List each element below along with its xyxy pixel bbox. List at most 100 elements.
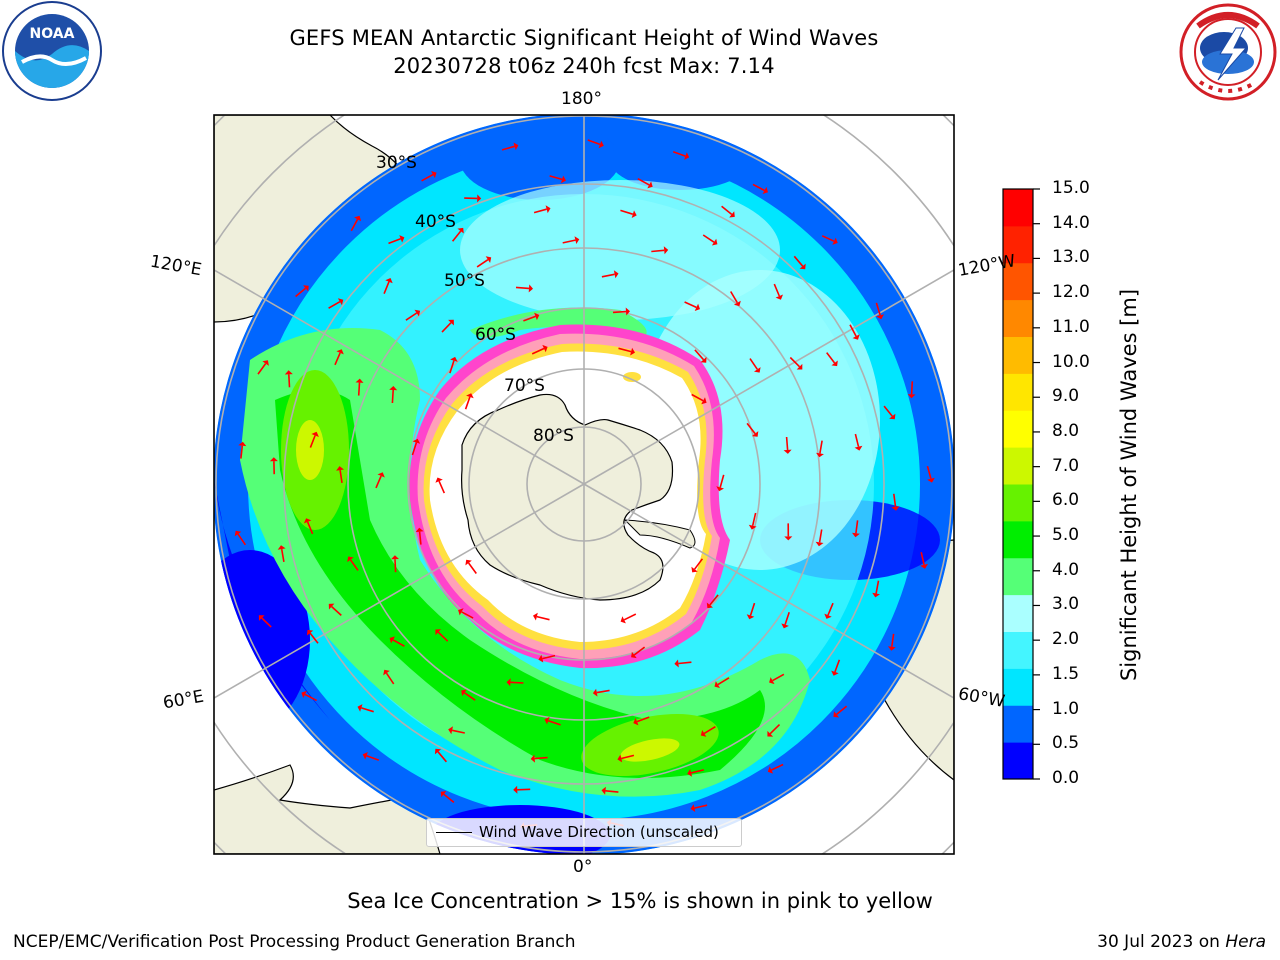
lat-label-50: 50°S — [444, 271, 485, 291]
run-host: Hera — [1225, 932, 1266, 952]
chart-title: GEFS MEAN Antarctic Significant Height o… — [289, 26, 879, 50]
wave-arrow-shaft — [461, 611, 474, 619]
wave-arrow-shaft — [295, 287, 307, 298]
wave-arrow-shaft — [709, 594, 719, 606]
wave-arrow-shaft — [334, 352, 341, 366]
colorbar-tick-label: 10.0 — [1052, 351, 1090, 372]
wave-arrow-head — [889, 413, 896, 420]
wave-arrow-head — [767, 730, 774, 737]
wave-arrow-head — [389, 636, 395, 644]
lat-label-80: 80°S — [533, 426, 574, 446]
wave-arrow-head — [625, 307, 630, 316]
wave-arrow-shaft — [694, 804, 708, 809]
wave-arrow-head — [872, 592, 880, 598]
wave-arrow-shaft — [746, 422, 756, 435]
wave-arrow-head — [434, 748, 442, 755]
wave-arrow-shaft — [510, 681, 524, 684]
wave-arrow-head — [440, 791, 447, 798]
wave-arrow-shaft — [910, 381, 914, 395]
wave-arrow-shaft — [702, 234, 715, 243]
wave-arrow-shaft — [623, 613, 637, 621]
wave-arrow-head — [391, 555, 399, 560]
wave-arrow-head — [362, 752, 368, 760]
colorbar-segment — [1003, 189, 1033, 227]
wave-arrow-head — [415, 527, 424, 533]
wave-arrow-shaft — [405, 312, 418, 321]
wave-arrow-shaft — [375, 475, 382, 489]
wave-arrow-shaft — [875, 580, 880, 594]
wave-arrow-shaft — [349, 559, 359, 571]
wave-arrow-head — [784, 536, 793, 541]
wave-arrow-shaft — [464, 692, 476, 701]
wave-arrow-head — [538, 654, 544, 663]
lat-label-30: 30°S — [376, 153, 417, 173]
wave-arrow-head — [598, 140, 604, 149]
wave-arrow-head — [592, 688, 598, 697]
wave-arrow-head — [706, 602, 713, 609]
wave-arrow-head — [431, 171, 437, 179]
wave-arrow-head — [385, 278, 393, 284]
wave-arrow-shaft — [562, 239, 576, 244]
wave-arrow-head — [815, 541, 824, 547]
wave-arrow-head — [301, 690, 307, 698]
wave-arrow-shaft — [855, 520, 859, 534]
wave-arrow-shaft — [451, 230, 462, 242]
wave-arrow-shaft — [411, 442, 418, 456]
colorbar-segment — [1003, 594, 1033, 632]
wave-arrow-head — [448, 726, 453, 735]
wave-arrow-shaft — [339, 469, 343, 484]
colorbar-tick-label: 6.0 — [1052, 490, 1080, 511]
wave-arrow-head — [303, 285, 309, 292]
wave-arrow-head — [746, 614, 755, 620]
wave-arrow-head — [891, 506, 900, 511]
wave-arrow-shaft — [501, 145, 515, 151]
wave-arrow-shaft — [534, 756, 548, 760]
wave-arrow-head — [284, 370, 293, 375]
colorbar-segment — [1003, 299, 1033, 337]
wave-arrow-shaft — [261, 617, 272, 628]
wave-arrow-shaft — [549, 175, 563, 181]
wave-arrow-head — [630, 347, 635, 356]
colorbar-tick-label: 15.0 — [1052, 178, 1090, 198]
wave-arrow-head — [306, 629, 314, 636]
wave-arrow-head — [690, 804, 696, 812]
wave-arrow-head — [311, 431, 319, 437]
wave-arrow-shaft — [394, 559, 397, 573]
wave-arrow-head — [383, 669, 390, 676]
wave-arrow-shaft — [421, 173, 434, 182]
wave-arrow-head — [700, 357, 707, 363]
colorbar-segment — [1003, 520, 1033, 559]
lat-label-70: 70°S — [504, 376, 545, 396]
noaa-logo: NOAA — [2, 1, 102, 101]
wave-arrow-shaft — [834, 659, 841, 673]
wave-arrow-head — [887, 646, 896, 651]
wave-arrow-head — [687, 769, 693, 777]
colorbar-tick-label: 4.0 — [1052, 559, 1080, 580]
wave-arrow-shaft — [678, 661, 692, 665]
wave-arrow-head — [262, 360, 269, 366]
colorbar-segment — [1003, 631, 1033, 669]
wave-arrow-head — [816, 452, 824, 458]
wave-arrow-shaft — [826, 352, 836, 364]
wave-arrow-head — [435, 629, 441, 636]
wave-arrow-head — [927, 477, 935, 483]
colorbar-tick-label: 5.0 — [1052, 525, 1080, 546]
wave-arrow-head — [832, 237, 838, 245]
wave-arrow-head — [601, 786, 606, 795]
colorbar-tick-label: 3.0 — [1052, 594, 1080, 615]
wave-arrow-head — [876, 314, 884, 320]
wave-arrow-head — [762, 186, 768, 194]
svg-text:NOAA: NOAA — [30, 26, 75, 42]
wave-arrow-shaft — [618, 347, 632, 353]
colorbar-tick-label: 1.5 — [1052, 663, 1080, 684]
colorbar-tick-label: 11.0 — [1052, 316, 1090, 337]
wave-arrow-head — [534, 312, 540, 321]
wave-arrow-head — [466, 393, 474, 399]
legend-label: Wind Wave Direction (unscaled) — [479, 823, 719, 841]
wave-arrow-shaft — [827, 602, 834, 616]
wave-arrow-head — [574, 236, 580, 244]
wave-arrow-shaft — [849, 324, 857, 337]
wave-arrow-shaft — [548, 719, 561, 726]
wave-arrow-head — [691, 566, 698, 573]
colorbar-tick-label: 7.0 — [1052, 455, 1080, 476]
